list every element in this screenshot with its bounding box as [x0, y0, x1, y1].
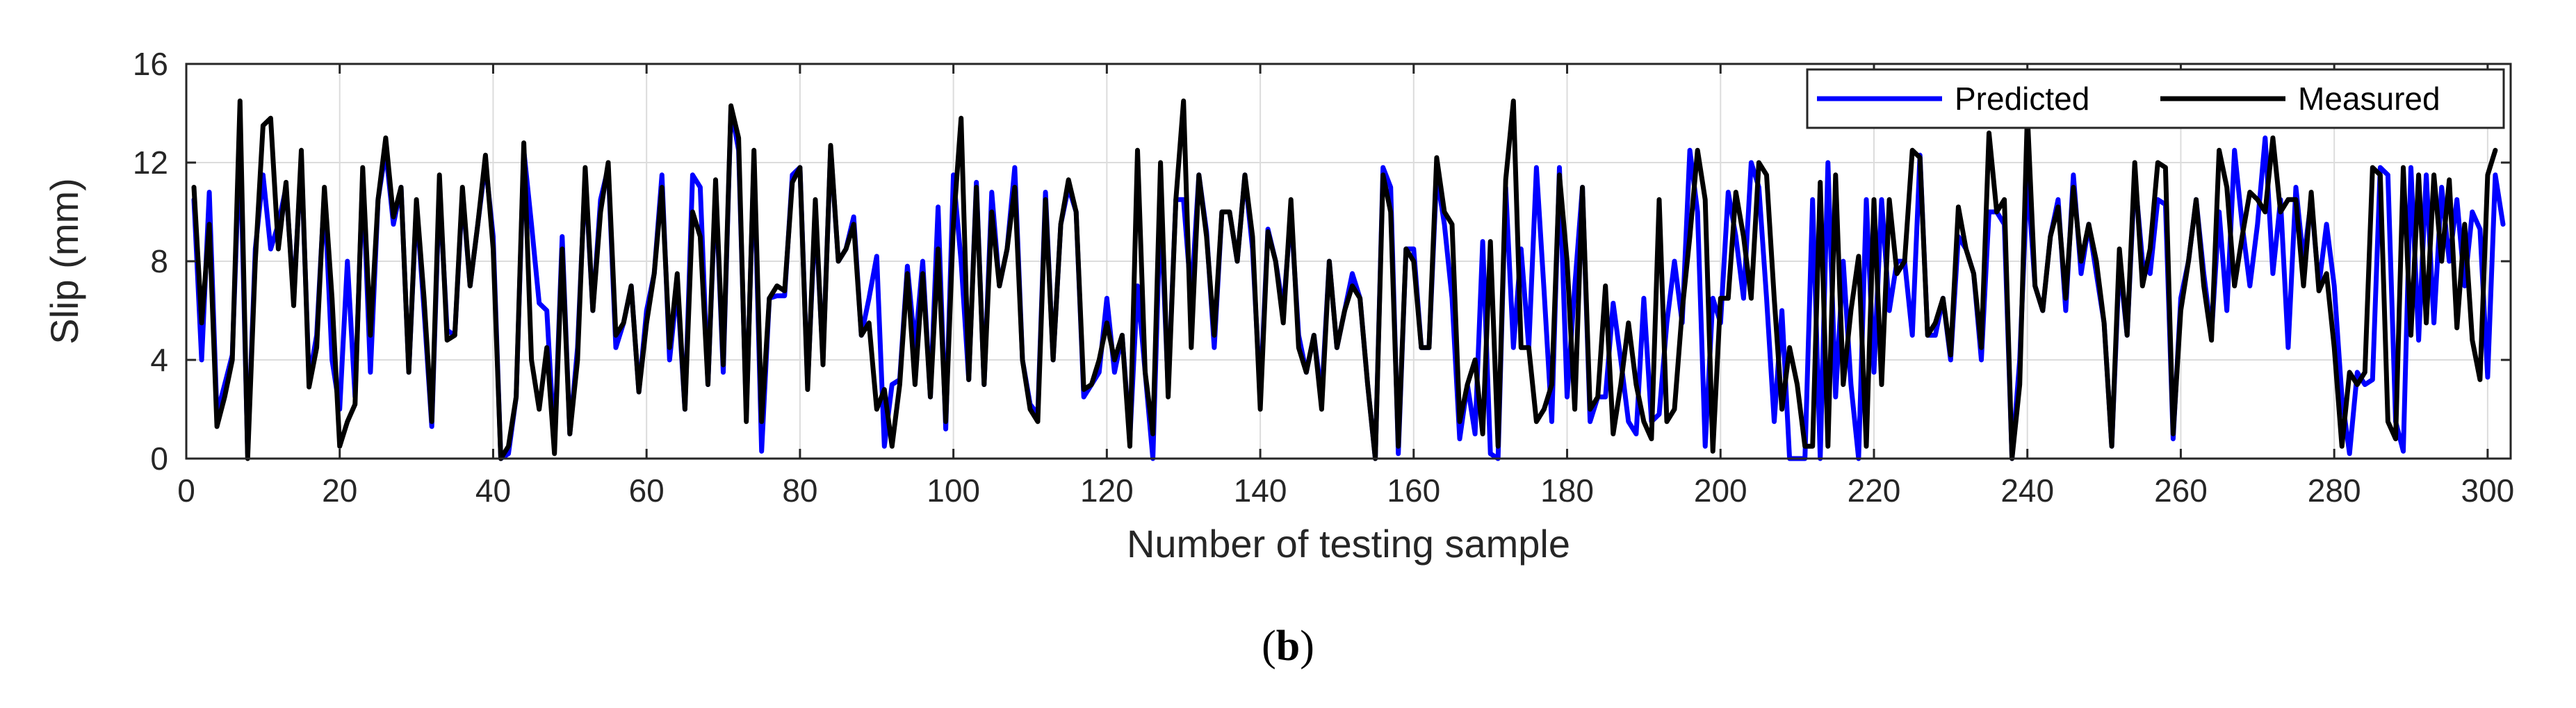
- y-axis-label: Slip (mm): [42, 178, 86, 345]
- y-tick-label: 16: [133, 46, 168, 82]
- figure-caption: (b): [0, 622, 2576, 671]
- slip-chart: 0 20 40 60 80 100 120 140 160 180 200 220 240 260 280 3…: [42, 46, 2514, 566]
- x-tick-label: 260: [2154, 472, 2208, 509]
- x-tick-label: 300: [2461, 472, 2515, 509]
- x-tick-label: 100: [927, 472, 980, 509]
- caption-close: ): [1300, 623, 1314, 670]
- y-tick-label: 8: [150, 243, 168, 279]
- y-tick-label: 0: [150, 441, 168, 477]
- x-tick-label: 180: [1540, 472, 1594, 509]
- caption-open: (: [1262, 623, 1276, 670]
- legend: Predicted Measured: [1806, 68, 2505, 129]
- x-tick-label: 80: [782, 472, 817, 509]
- series-layer: [191, 98, 2506, 461]
- x-tick-label: 160: [1387, 472, 1440, 509]
- y-tick-label: 4: [150, 342, 168, 378]
- y-tick-label: 12: [133, 145, 168, 181]
- x-tick-label: 140: [1234, 472, 1287, 509]
- x-tick-label: 240: [2000, 472, 2054, 509]
- x-tick-label: 20: [322, 472, 357, 509]
- x-tick-label: 40: [475, 472, 511, 509]
- caption-label: b: [1275, 623, 1301, 670]
- ticks: 0 20 40 60 80 100 120 140 160 180 200 220 240 260 280 3…: [133, 46, 2514, 509]
- x-tick-label: 200: [1694, 472, 1747, 509]
- x-axis-label: Number of testing sample: [1127, 522, 1570, 566]
- x-tick-label: 220: [1848, 472, 1901, 509]
- legend-label-measured: Measured: [2298, 81, 2440, 117]
- x-tick-label: 280: [2308, 472, 2361, 509]
- legend-label-predicted: Predicted: [1955, 81, 2089, 117]
- x-tick-label: 120: [1080, 472, 1134, 509]
- series-line-measured: [191, 98, 2498, 461]
- x-tick-label: 0: [177, 472, 195, 509]
- x-tick-label: 60: [629, 472, 665, 509]
